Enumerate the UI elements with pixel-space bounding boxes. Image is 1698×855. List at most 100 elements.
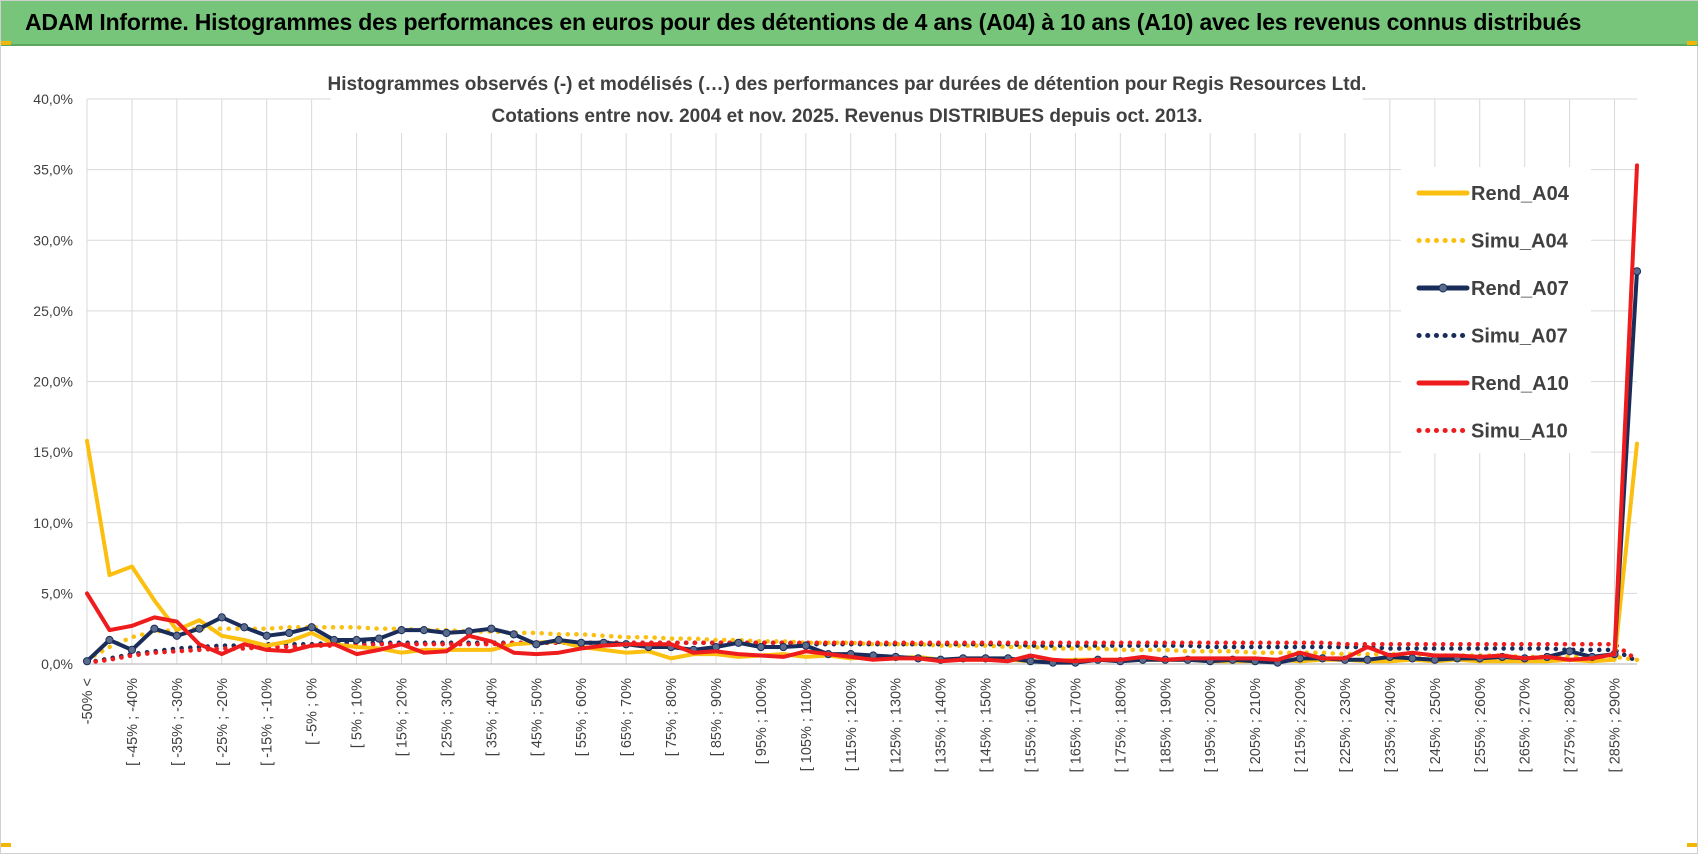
point-rend_a07 [1408,654,1417,663]
point-rend_a07 [756,642,766,652]
x-tick-label: [ 245% ; 250% [1428,678,1444,772]
x-tick-label: [ 135% ; 140% [934,678,950,772]
series-line-rend_a10 [85,163,1639,664]
legend-label-rend_a10: Rend_A10 [1471,373,1569,395]
x-tick-label: [ 265% ; 270% [1518,678,1534,772]
x-tick-label: [ -15% ; -10% [260,678,276,766]
legend-label-rend_a04: Rend_A04 [1471,183,1570,205]
point-rend_a07 [285,628,294,638]
y-tick-label: 35,0% [33,162,73,178]
point-rend_a07 [554,635,563,645]
x-tick-label: [ 65% ; 70% [619,678,635,756]
x-tick-label: [ 115% ; 120% [844,678,860,771]
x-tick-label: [ 285% ; 290% [1608,678,1624,772]
corner-mark-left-bottom [1,843,11,847]
point-rend_a07 [127,645,137,654]
point-rend_a07 [195,624,204,633]
x-tick-label: [ -5% ; 0% [305,678,321,745]
x-tick-label: [ 225% ; 230% [1338,678,1354,772]
y-tick-label: 40,0% [33,91,73,107]
point-rend_a07 [442,628,451,638]
point-rend_a07 [419,626,429,635]
x-tick-label: [ 85% ; 90% [709,678,725,756]
y-tick-label: 25,0% [33,303,73,319]
point-rend_a07 [105,635,114,645]
point-rend_a07 [262,631,271,640]
legend-background [1401,167,1591,453]
x-tick-label: [ 235% ; 240% [1383,678,1399,772]
point-rend_a07 [374,634,384,643]
point-rend_a07 [1632,267,1642,276]
x-tick-label: [ 125% ; 130% [889,678,905,772]
x-tick-label: [ 105% ; 110% [799,678,815,771]
x-tick-label: [ -35% ; -30% [170,678,186,766]
x-tick-label: [ 35% ; 40% [484,678,500,756]
x-tick-label: [ 175% ; 180% [1113,678,1129,772]
x-tick-label: [ 185% ; 190% [1158,678,1174,772]
point-rend_a07 [172,631,181,640]
point-rend_a07 [240,623,249,632]
legend-label-simu_a07: Simu_A07 [1471,326,1568,348]
report-title: ADAM Informe. Histogrammes des performan… [25,9,1582,35]
x-tick-label: -50% < [80,678,96,724]
x-tick-label: [ 145% ; 150% [979,678,995,772]
series-line-rend_a07 [85,269,1639,665]
point-rend_a07 [1295,654,1305,663]
chart-title-line1: Histogrammes observés (-) et modélisés (… [328,74,1367,95]
x-tick-label: [ 5% ; 10% [350,678,366,748]
x-tick-label: [ 95% ; 100% [754,678,770,764]
legend-marker-rend_a07 [1438,283,1448,293]
point-rend_a07 [82,657,92,666]
report-banner: ADAM Informe. Histogrammes des performan… [1,1,1698,46]
x-tick-label: [ 155% ; 160% [1023,678,1039,772]
y-tick-label: 15,0% [33,444,73,460]
corner-mark-right-bottom [1687,843,1697,847]
point-rend_a07 [397,626,406,635]
point-rend_a07 [307,623,316,632]
x-tick-label: [ -25% ; -20% [215,678,231,766]
y-tick-label: 10,0% [33,515,73,531]
x-tick-label: [ 55% ; 60% [574,678,590,756]
x-tick-label: [ 205% ; 210% [1248,678,1264,772]
point-rend_a07 [734,638,743,647]
y-tick-label: 5,0% [41,585,73,601]
y-axis: 0,0% 5,0% 10,0% 15,0% 20,0% 25,0% 30,0% 35,0% 40… [33,91,73,672]
point-rend_a07 [509,630,518,639]
point-rend_a07 [150,624,159,633]
x-tick-label: [ 75% ; 80% [664,678,680,756]
point-rend_a07 [487,624,496,633]
y-tick-label: 30,0% [33,232,73,248]
x-tick-label: [ 25% ; 30% [439,678,455,756]
x-axis: -50% < [ -45% ; -40% [ -35% ; -30% [ -25% ;… [80,678,1624,772]
point-rend_a07 [779,642,788,652]
x-tick-label: [ 45% ; 50% [529,678,545,756]
y-tick-label: 20,0% [33,374,73,390]
series-line-rend_a04 [85,438,1639,664]
x-tick-label: [ 15% ; 20% [394,678,410,756]
point-rend_a07 [1026,657,1035,666]
x-tick-label: [ -45% ; -40% [125,678,141,766]
corner-mark-left-top [1,41,11,45]
legend: Rend_A04 Simu_A04 Rend_A07 Simu_A07 Rend_A10… [1401,167,1591,453]
chart-title-line2: Cotations entre nov. 2004 et nov. 2025. … [492,106,1203,127]
point-rend_a07 [577,638,586,647]
x-tick-label: [ 215% ; 220% [1293,678,1309,772]
point-rend_a07 [1565,647,1574,656]
point-rend_a07 [1363,655,1372,664]
point-rend_a07 [217,613,226,622]
corner-mark-right-top [1687,41,1697,45]
x-tick-label: [ 275% ; 280% [1563,678,1579,772]
legend-label-simu_a04: Simu_A04 [1471,231,1569,253]
point-rend_a07 [801,641,810,650]
point-rend_a07 [352,635,361,645]
series-layer [82,163,1642,667]
legend-label-rend_a07: Rend_A07 [1471,278,1569,300]
x-tick-label: [ 195% ; 200% [1203,678,1219,772]
legend-label-simu_a10: Simu_A10 [1471,421,1568,443]
y-tick-label: 0,0% [41,656,73,672]
point-rend_a07 [532,640,541,649]
x-tick-label: [ 255% ; 260% [1473,678,1489,772]
x-tick-label: [ 165% ; 170% [1068,678,1084,772]
